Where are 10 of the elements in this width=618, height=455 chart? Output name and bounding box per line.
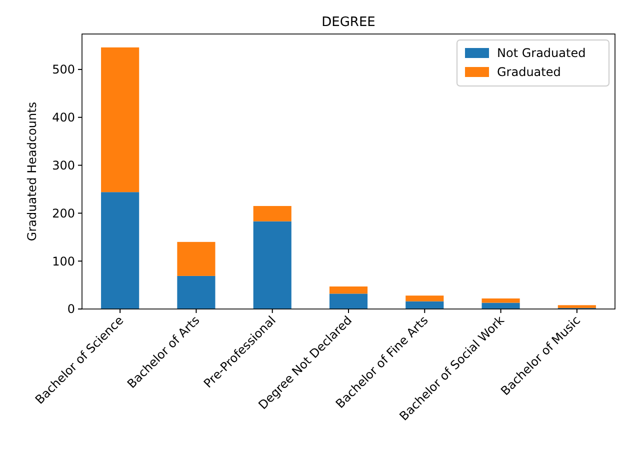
y-tick-label: 100: [52, 254, 75, 268]
legend-label: Graduated: [497, 65, 561, 80]
y-tick-label: 400: [52, 110, 75, 125]
y-axis-title: Graduated Headcounts: [25, 102, 39, 242]
y-tick-label: 300: [52, 158, 75, 172]
legend-label: Not Graduated: [497, 46, 586, 60]
y-tick-label: 500: [52, 62, 75, 77]
chart-title: DEGREE: [322, 15, 376, 30]
y-tick-label: 200: [52, 206, 75, 220]
y-tick-label: 0: [67, 302, 75, 316]
